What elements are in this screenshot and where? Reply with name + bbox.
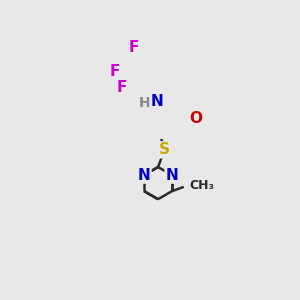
Text: N: N bbox=[151, 94, 163, 109]
Text: CH₃: CH₃ bbox=[189, 179, 214, 192]
Text: N: N bbox=[166, 168, 178, 183]
Text: S: S bbox=[159, 142, 170, 158]
Text: F: F bbox=[110, 64, 120, 79]
Text: F: F bbox=[117, 80, 127, 94]
Text: H: H bbox=[139, 96, 151, 110]
Text: N: N bbox=[138, 168, 151, 183]
Text: F: F bbox=[128, 40, 139, 55]
Text: O: O bbox=[189, 111, 202, 126]
